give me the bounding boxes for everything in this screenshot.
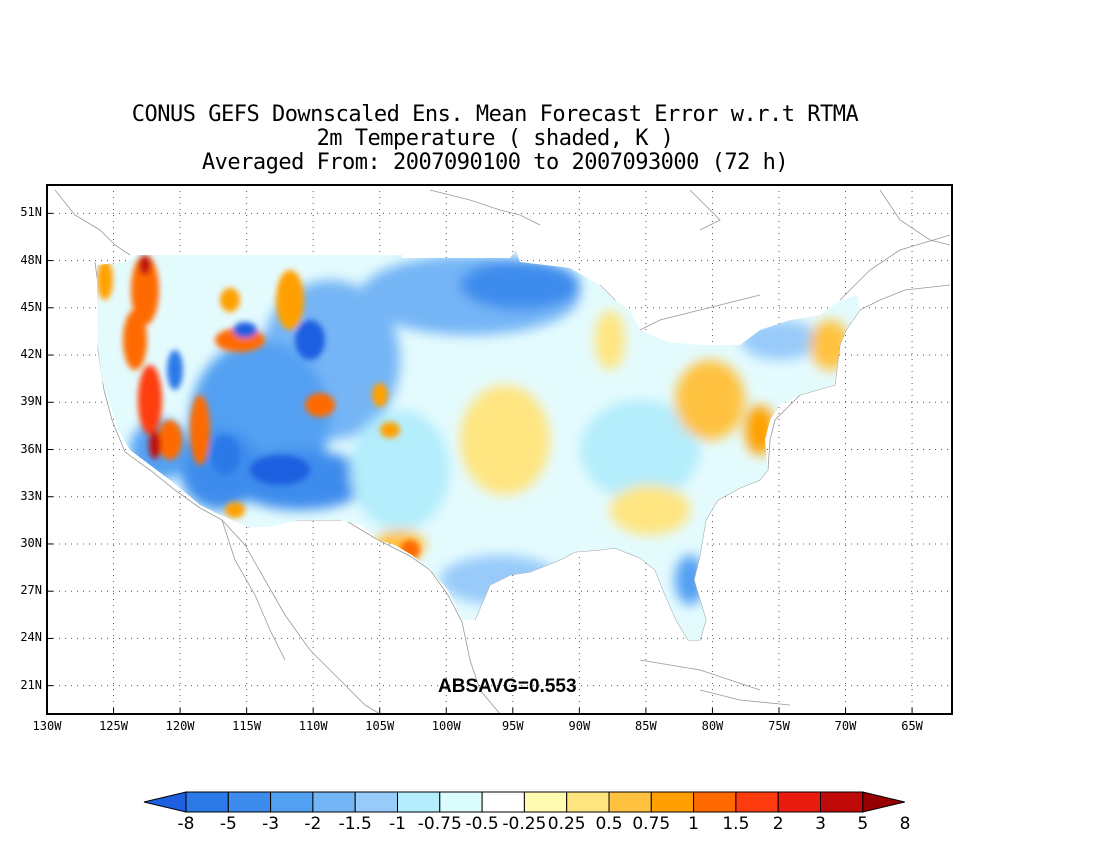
colorbar-label: -0.75 xyxy=(417,814,462,834)
colorbar-segment xyxy=(312,791,356,813)
colorbar-segment xyxy=(185,791,229,813)
colorbar-label: -8 xyxy=(177,814,195,834)
colorbar-label: -0.25 xyxy=(502,814,547,834)
lon-label: 70W xyxy=(834,719,857,733)
lon-label: 130W xyxy=(32,719,62,733)
axis-ticks xyxy=(46,212,913,714)
lat-label: 21N xyxy=(20,677,42,692)
lat-label: 48N xyxy=(20,252,42,267)
lat-label: 45N xyxy=(20,299,42,314)
colorbar-label: 1.5 xyxy=(722,814,750,834)
colorbar-label: 3 xyxy=(815,814,826,834)
colorbar-segment xyxy=(523,791,568,813)
colorbar-label: -5 xyxy=(219,814,237,834)
lat-label: 51N xyxy=(20,205,42,220)
lon-label: 120W xyxy=(165,719,195,733)
colorbar-segment xyxy=(397,791,441,813)
colorbar-segment xyxy=(777,791,822,813)
absavg-annotation: ABSAVG=0.553 xyxy=(438,676,577,697)
colorbar-label: -0.5 xyxy=(465,814,499,834)
colorbar-segment xyxy=(566,791,610,813)
colorbar-label: 8 xyxy=(899,814,911,834)
lat-label: 33N xyxy=(20,488,42,503)
title-line-2: 2m Temperature ( shaded, K ) xyxy=(316,126,674,151)
lat-label: 39N xyxy=(20,394,42,409)
lon-label: 65W xyxy=(901,719,923,733)
colorbar-segment xyxy=(735,791,779,813)
lon-label: 75W xyxy=(768,719,790,733)
colorbar-segment xyxy=(354,791,399,813)
colorbar-segment xyxy=(439,791,483,813)
title-line-3: Averaged From: 2007090100 to 2007093000 … xyxy=(201,150,789,175)
colorbar-segment xyxy=(481,791,525,813)
colorbar-label: -3 xyxy=(262,814,280,834)
lon-label: 105W xyxy=(365,719,395,733)
colorbar-label: 2 xyxy=(772,814,784,834)
colorbar-segment xyxy=(693,791,737,813)
colorbar-label: 0.25 xyxy=(547,814,586,834)
lat-label: 42N xyxy=(20,347,42,362)
colorbar-segment xyxy=(270,791,314,813)
lon-label: 110W xyxy=(298,719,328,733)
colorbar-label: 1 xyxy=(688,814,700,834)
title-line-1: CONUS GEFS Downscaled Ens. Mean Forecast… xyxy=(131,102,859,127)
lat-label: 27N xyxy=(20,583,42,598)
colorbar-segment xyxy=(227,791,272,813)
colorbar-segment xyxy=(608,791,652,813)
colorbar-label: 0.75 xyxy=(632,814,671,834)
colorbar-segment xyxy=(820,791,864,813)
lon-label: 95W xyxy=(501,719,524,733)
colorbar-segment xyxy=(650,791,695,813)
colorbar xyxy=(143,791,905,813)
colorbar-label: -2 xyxy=(304,814,322,834)
lon-label: 115W xyxy=(232,719,262,733)
lat-label: 30N xyxy=(20,535,42,550)
lat-label: 24N xyxy=(20,630,42,645)
colorbar-label: -1 xyxy=(389,814,406,834)
colorbar-label: -1.5 xyxy=(338,814,372,834)
lon-label: 85W xyxy=(635,719,657,733)
lon-label: 80W xyxy=(701,719,724,733)
lon-label: 100W xyxy=(431,719,461,733)
colorbar-label: 5 xyxy=(857,814,869,834)
colorbar-label: 0.5 xyxy=(595,814,623,834)
lon-label: 90W xyxy=(568,719,591,733)
colorbar-arrow-high xyxy=(862,791,905,813)
temperature-error-field xyxy=(97,250,860,640)
lon-label: 125W xyxy=(99,719,128,733)
lat-label: 36N xyxy=(20,441,42,456)
colorbar-arrow-low xyxy=(143,791,187,813)
